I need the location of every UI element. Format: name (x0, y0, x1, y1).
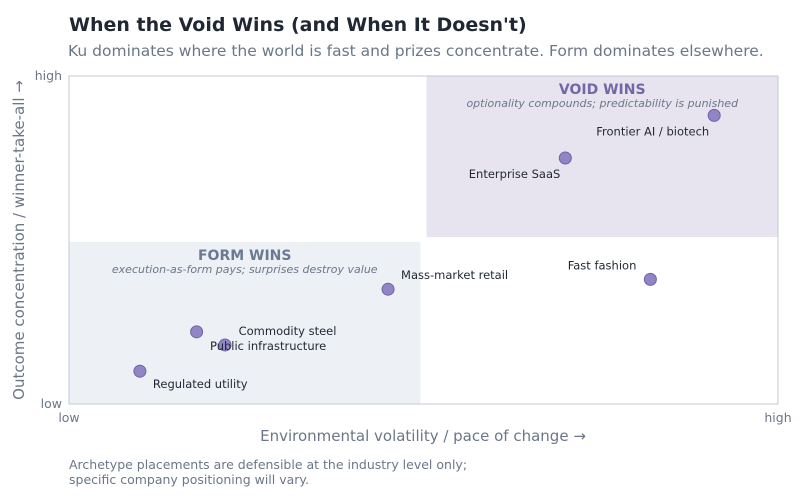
y-axis-title: Outcome concentration / winner-take-all … (10, 80, 28, 400)
form-region (69, 242, 421, 404)
x-tick-label: low (58, 410, 79, 425)
void-region-subtitle: optionality compounds; predictability is… (466, 97, 739, 110)
footnote-line-2: specific company positioning will vary. (69, 472, 310, 487)
y-tick-label: low (41, 396, 62, 411)
chart-subtitle: Ku dominates where the world is fast and… (68, 42, 764, 60)
data-point (133, 364, 147, 378)
data-point-label: Regulated utility (153, 377, 248, 391)
x-tick-label: high (764, 410, 791, 425)
data-point-label: Commodity steel (239, 324, 337, 338)
footnote: Archetype placements are defensible at t… (69, 457, 467, 487)
data-point-label: Fast fashion (568, 258, 637, 272)
void-region (426, 76, 778, 237)
plot-frame (68, 75, 779, 405)
data-point-label: Public infrastructure (210, 339, 326, 353)
form-region-title: FORM WINS (198, 248, 292, 264)
void-region-title: VOID WINS (559, 82, 646, 98)
x-axis-title: Environmental volatility / pace of chang… (260, 427, 586, 445)
y-tick-label: high (35, 68, 62, 83)
chart-title: When the Void Wins (and When It Doesn't) (69, 14, 527, 36)
data-point (558, 151, 572, 165)
form-region-subtitle: execution-as-form pays; surprises destro… (112, 263, 378, 276)
data-point (707, 108, 721, 122)
data-point (643, 272, 657, 286)
data-point-label: Frontier AI / biotech (596, 124, 709, 138)
data-point (218, 338, 232, 352)
data-point-label: Mass-market retail (401, 268, 508, 282)
data-point-label: Enterprise SaaS (469, 167, 561, 181)
footnote-line-1: Archetype placements are defensible at t… (69, 457, 468, 472)
data-point (381, 282, 395, 296)
data-point (190, 325, 204, 339)
